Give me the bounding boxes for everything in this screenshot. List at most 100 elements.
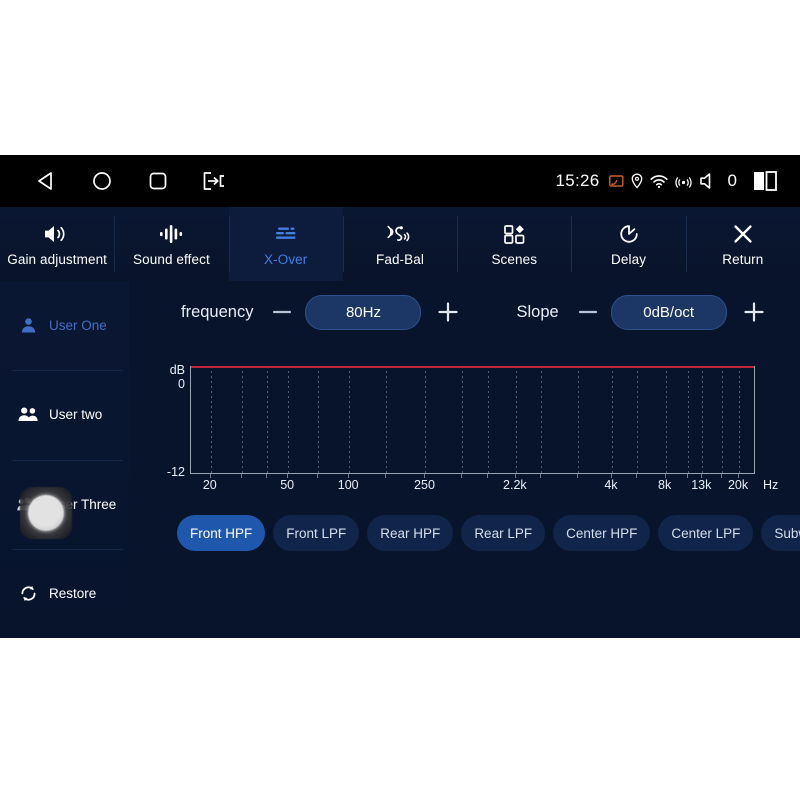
grid-line <box>665 366 667 473</box>
x-tick-mark <box>317 474 319 478</box>
back-button[interactable] <box>33 168 59 194</box>
plot-area[interactable] <box>190 366 755 474</box>
filter-button-front-lpf[interactable]: Front LPF <box>273 515 360 551</box>
tab-fad-bal[interactable]: Fad-Bal <box>342 207 457 281</box>
grid-line <box>702 366 704 473</box>
sidebar-item-label: Restore <box>49 585 97 601</box>
exit-app-button[interactable] <box>201 168 227 194</box>
user-preset-sidebar: User One User two <box>0 281 130 638</box>
slope-value[interactable]: 0dB/oct <box>610 294 727 330</box>
tab-label: Delay <box>611 252 647 267</box>
x-tick-label: 50 <box>280 478 295 492</box>
sidebar-item-restore[interactable]: Restore <box>0 548 129 638</box>
crossover-controls-row: frequency 80Hz Slope 0dB/oct <box>129 281 800 343</box>
split-screen-icon[interactable] <box>752 170 778 192</box>
refresh-restore-icon <box>17 584 39 603</box>
speaker-icon <box>699 172 720 190</box>
grid-line <box>385 366 387 473</box>
slope-label: Slope <box>516 302 559 321</box>
frequency-increment-button[interactable] <box>433 297 463 327</box>
grid-line <box>578 366 580 473</box>
x-tick-mark <box>348 474 350 478</box>
signal-broadcast-icon <box>674 174 692 189</box>
crossover-response-graph: dB 0 -12 20 50 100 250 2.2k 4k 8k 13k 20k Hz <box>129 343 800 508</box>
tab-label: Fad-Bal <box>375 252 424 267</box>
response-curve <box>191 366 754 368</box>
slope-decrement-button[interactable] <box>573 297 603 327</box>
y-tick-0: 0 <box>178 377 185 391</box>
sidebar-item-user-two[interactable]: User two <box>0 370 129 459</box>
location-pin-icon <box>631 173 643 189</box>
grid-line <box>267 366 269 473</box>
equalizer-bars-icon <box>156 221 186 247</box>
x-tick-mark <box>610 474 612 478</box>
x-tick-mark <box>266 474 268 478</box>
home-button[interactable] <box>89 168 115 194</box>
x-tick-label: 2.2k <box>503 478 527 492</box>
x-tick-label: 100 <box>337 478 359 492</box>
crossover-main-panel: frequency 80Hz Slope 0dB/oct <box>129 281 800 638</box>
filter-button-subwoofer[interactable]: Subwoofer.. <box>761 515 800 551</box>
filter-button-rear-lpf[interactable]: Rear LPF <box>461 515 546 551</box>
scenes-grid-icon <box>500 221 528 247</box>
sidebar-item-user-one[interactable]: User One <box>0 281 129 370</box>
crossover-sliders-icon <box>270 221 302 247</box>
grid-line <box>739 366 741 473</box>
tab-delay[interactable]: Delay <box>571 207 685 281</box>
frequency-decrement-button[interactable] <box>267 297 297 327</box>
x-tick-label: 13k <box>691 478 712 492</box>
audio-dsp-app: Gain adjustment Sound effect <box>0 207 800 638</box>
tab-label: Gain adjustment <box>7 252 108 267</box>
x-tick-mark <box>738 474 740 478</box>
tab-sound-effect[interactable]: Sound effect <box>114 207 228 281</box>
touch-cursor-indicator <box>20 487 72 539</box>
x-tick-mark <box>424 474 426 478</box>
close-x-icon <box>729 221 757 247</box>
navigation-keys <box>33 168 227 194</box>
filter-button-label: Front HPF <box>190 525 253 541</box>
filter-button-front-hpf[interactable]: Front HPF <box>177 515 266 551</box>
x-tick-mark <box>209 474 211 478</box>
x-tick-mark <box>687 474 689 478</box>
tab-label: Return <box>722 252 764 267</box>
filter-button-center-lpf[interactable]: Center LPF <box>658 515 754 551</box>
filter-button-label: Subwoofer.. <box>774 525 800 541</box>
x-tick-mark <box>721 474 723 478</box>
android-status-bar: 15:26 0 <box>0 155 800 207</box>
wifi-icon <box>649 174 668 189</box>
system-icons: 15:26 0 <box>555 170 778 192</box>
stopwatch-icon <box>615 221 643 247</box>
cast-icon <box>608 174 624 189</box>
x-tick-mark <box>540 474 542 478</box>
frequency-control: frequency 80Hz <box>181 294 463 330</box>
y-tick-minus-12: -12 <box>166 465 185 479</box>
filter-button-label: Rear LPF <box>474 525 533 541</box>
slope-increment-button[interactable] <box>739 297 769 327</box>
filter-button-center-hpf[interactable]: Center HPF <box>553 515 651 551</box>
sidebar-item-label: User One <box>49 318 107 334</box>
tab-return[interactable]: Return <box>685 207 800 281</box>
tab-scenes[interactable]: Scenes <box>457 207 571 281</box>
fader-balance-icon <box>384 221 416 247</box>
grid-line <box>487 366 489 473</box>
volume-level: 0 <box>727 171 737 190</box>
slope-control: Slope 0dB/oct <box>516 294 769 330</box>
x-axis-unit-label: Hz <box>763 478 779 492</box>
tab-gain-adjustment[interactable]: Gain adjustment <box>0 207 114 281</box>
y-axis-unit-label: dB <box>169 363 185 377</box>
filter-button-label: Center LPF <box>671 525 741 541</box>
touch-cursor-dot <box>28 495 64 531</box>
x-tick-mark <box>384 474 386 478</box>
filter-button-label: Rear HPF <box>380 525 441 541</box>
top-tab-bar: Gain adjustment Sound effect <box>0 207 800 281</box>
frequency-label: frequency <box>181 302 254 321</box>
filter-button-rear-hpf[interactable]: Rear HPF <box>367 515 454 551</box>
frequency-value[interactable]: 80Hz <box>305 294 422 330</box>
tab-x-over[interactable]: X-Over <box>228 207 343 281</box>
grid-line <box>637 366 639 473</box>
recents-button[interactable] <box>145 168 171 194</box>
grid-line <box>210 366 212 473</box>
x-tick-mark <box>461 474 463 478</box>
x-tick-label: 250 <box>414 478 435 492</box>
